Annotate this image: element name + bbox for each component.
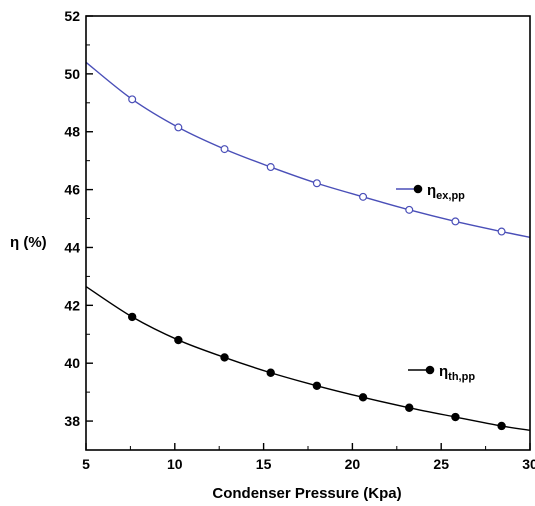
x-tick-label: 25 [433, 456, 449, 472]
data-point-series-1 [128, 95, 137, 104]
x-axis-title: Condenser Pressure (Kpa) [212, 485, 401, 502]
data-point-series-1 [405, 205, 414, 214]
y-tick-label: 52 [64, 8, 80, 24]
y-tick-label: 42 [64, 297, 80, 313]
series-line-1 [85, 61, 531, 239]
legend-label-subscript-2: th,pp [448, 371, 475, 383]
data-point-series-2 [405, 403, 414, 412]
y-tick-label: 38 [64, 413, 80, 429]
x-tick-label: 5 [82, 456, 90, 472]
data-point-series-2 [312, 381, 322, 390]
y-tick-label: 46 [64, 182, 80, 198]
legend-label-1: ηex,pp [427, 182, 465, 202]
legend-label-subscript-1: ex,pp [436, 190, 465, 202]
series-line-2 [85, 285, 531, 432]
data-point-series-2 [451, 412, 460, 422]
data-point-series-1 [497, 227, 506, 236]
data-point-series-2 [358, 393, 368, 402]
y-tick-label: 40 [64, 355, 80, 371]
x-tick-label: 30 [522, 456, 535, 472]
data-point-series-1 [266, 163, 275, 172]
plot-area [85, 61, 531, 432]
data-point-series-1 [359, 192, 368, 201]
data-point-series-2 [497, 421, 506, 431]
data-point-series-1 [220, 145, 229, 154]
y-axis-title: η (%) [10, 234, 47, 251]
legend-marker-2 [425, 365, 435, 375]
data-point-series-1 [174, 123, 183, 132]
axes: 5 10 15 20 25 30 38 40 42 44 46 48 50 52 [64, 8, 535, 472]
data-point-series-2 [266, 368, 275, 377]
data-point-series-2 [174, 335, 183, 345]
legend-marker-1 [413, 184, 423, 194]
y-tick-label: 44 [64, 239, 80, 255]
plot-frame [85, 15, 531, 451]
data-point-series-1 [451, 217, 460, 226]
x-tick-label: 20 [345, 456, 361, 472]
data-point-series-1 [312, 179, 321, 188]
x-tick-label: 10 [167, 456, 183, 472]
y-tick-label: 48 [64, 124, 80, 140]
x-tick-label: 15 [256, 456, 272, 472]
data-point-series-2 [220, 353, 229, 362]
y-tick-label: 50 [64, 66, 80, 82]
legend-label-2: ηth,pp [439, 363, 475, 383]
data-point-series-2 [127, 312, 137, 322]
